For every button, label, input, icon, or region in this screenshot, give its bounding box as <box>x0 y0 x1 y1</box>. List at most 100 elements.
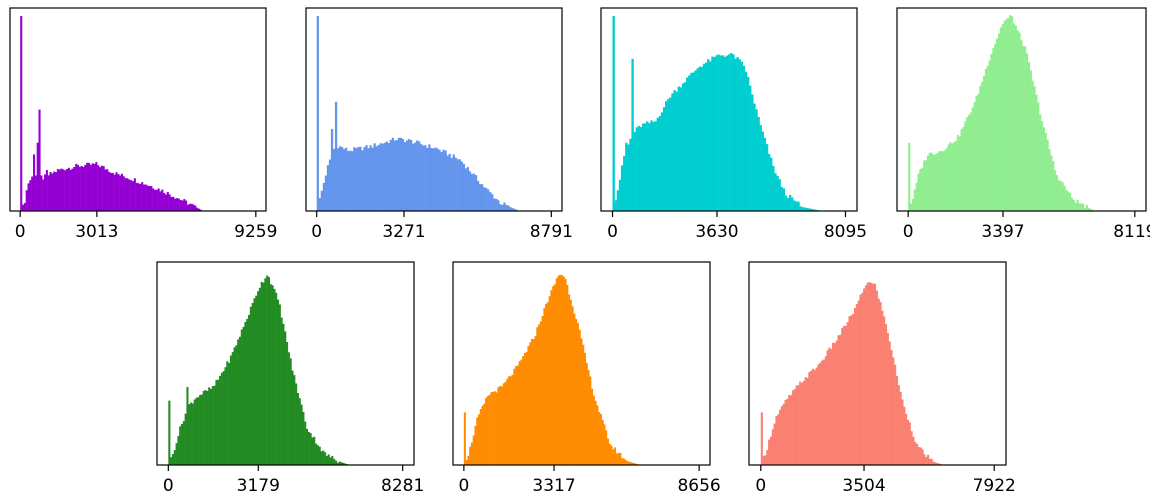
histogram-bar <box>805 207 809 211</box>
histogram-bar <box>874 283 877 465</box>
histogram-bar <box>444 150 447 211</box>
histogram-bar <box>69 169 72 211</box>
histogram-bar <box>466 167 470 211</box>
histogram-bar <box>981 81 984 212</box>
histogram-bar <box>986 66 989 211</box>
histogram-bar <box>173 450 176 465</box>
histogram-bar <box>715 55 718 211</box>
histogram-bar <box>340 462 343 465</box>
histogram-bar <box>209 388 213 465</box>
histogram-bar <box>493 391 496 465</box>
histogram-bar <box>458 159 461 211</box>
histogram-bar <box>486 395 489 465</box>
histogram-bar <box>159 191 162 211</box>
histogram-bar <box>1082 203 1085 211</box>
histogram-bar <box>106 169 109 211</box>
histogram-bar <box>183 199 186 211</box>
histogram-bar <box>644 123 647 211</box>
histogram-bar <box>635 463 638 465</box>
histogram-bar <box>951 143 954 211</box>
histogram-bar <box>266 275 269 465</box>
histogram-bar <box>930 458 933 465</box>
x-tick-label: 8119 <box>1113 222 1150 242</box>
x-tick-label: 0 <box>311 222 322 242</box>
histogram-bar <box>311 437 314 465</box>
histogram-bar <box>548 296 551 465</box>
histogram-bar <box>438 149 441 211</box>
histogram-bar <box>606 438 609 465</box>
histogram-bar <box>25 190 28 211</box>
histogram-bar <box>605 430 608 465</box>
histogram-bar <box>349 150 352 211</box>
histogram-bar <box>45 170 48 211</box>
histogram-bar <box>765 144 769 211</box>
histogram-bar <box>832 342 835 465</box>
histogram-bar <box>584 352 587 465</box>
histogram-bar <box>23 203 26 211</box>
histogram-bar <box>499 204 502 211</box>
histogram-bar <box>814 209 817 211</box>
histogram-bar <box>767 153 771 211</box>
histogram-bar <box>478 184 482 211</box>
histogram-bar <box>859 294 862 465</box>
histogram-bar <box>369 145 372 211</box>
histogram-bar <box>128 179 131 211</box>
histogram-bar <box>240 329 243 465</box>
histogram-bar <box>702 63 706 212</box>
histogram-bar <box>211 386 214 465</box>
histogram-bar <box>790 395 793 465</box>
histogram-bar <box>667 98 670 211</box>
histogram-bar <box>879 302 882 465</box>
histogram-bar <box>164 194 168 211</box>
histogram-bar <box>906 419 910 465</box>
histogram-bar <box>828 347 831 465</box>
histogram-bar <box>571 306 574 465</box>
histogram-bar <box>762 456 765 465</box>
histogram-bar <box>322 182 326 211</box>
histogram-bar <box>877 298 880 465</box>
histogram-bar <box>911 198 915 211</box>
histogram-bar <box>585 362 588 465</box>
x-tick-label: 8095 <box>824 222 867 242</box>
histogram-bar <box>759 125 762 211</box>
histogram-bar <box>810 208 813 211</box>
histogram-bar <box>485 187 488 211</box>
histogram-bar <box>780 186 783 211</box>
histogram-bar <box>363 147 366 211</box>
histogram-bar <box>755 109 758 211</box>
histogram-bar <box>135 182 138 211</box>
histogram-bar <box>804 377 807 465</box>
histogram-bar <box>224 367 227 465</box>
histogram-bar <box>622 458 625 465</box>
histogram-bar <box>616 190 620 211</box>
histogram-bar <box>923 160 926 211</box>
x-tick-label: 3630 <box>695 222 738 242</box>
histogram-bar <box>910 203 913 211</box>
histogram-bar <box>753 103 756 211</box>
histogram-bar <box>409 139 413 211</box>
histogram-bar <box>711 56 714 212</box>
histogram-bar <box>1065 190 1068 211</box>
histogram-bar <box>440 151 443 211</box>
histogram-bar <box>746 77 750 211</box>
histogram-bar <box>20 16 23 211</box>
histogram-bar <box>704 62 708 211</box>
histogram-bar <box>813 369 816 465</box>
histogram-bar <box>233 347 236 465</box>
histogram-bar <box>336 148 340 211</box>
histogram-bar <box>683 82 687 211</box>
histogram-bar <box>956 135 959 211</box>
histogram-bar <box>633 463 636 465</box>
histogram-bar <box>844 325 847 465</box>
histogram-bar <box>351 151 354 211</box>
histogram-bar <box>953 142 956 211</box>
histogram-bar <box>499 385 502 465</box>
histogram-bar <box>578 329 581 465</box>
histogram-bar <box>282 323 285 465</box>
histogram-bar <box>532 339 535 465</box>
histogram-bar <box>864 285 867 465</box>
histogram-bar <box>677 86 680 211</box>
histogram-bar <box>1005 19 1008 212</box>
histogram-bar <box>793 389 796 465</box>
histogram-bar <box>852 313 855 465</box>
